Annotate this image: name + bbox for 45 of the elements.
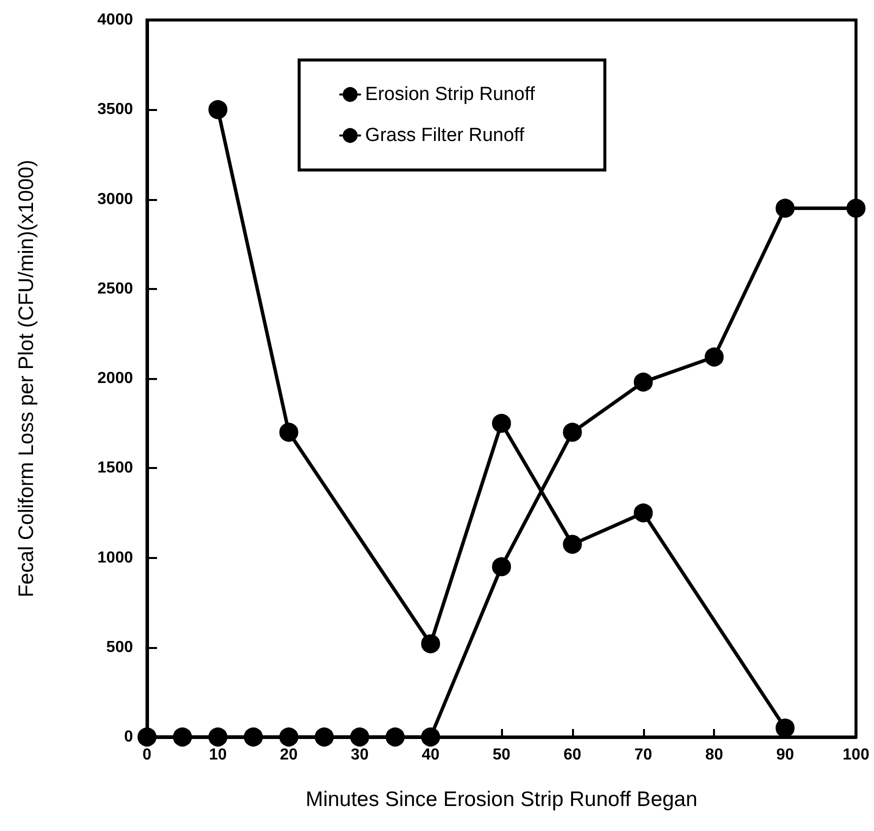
x-tick-label: 40 bbox=[422, 746, 440, 764]
y-tick-label: 3000 bbox=[97, 190, 134, 208]
x-tick-label: 20 bbox=[280, 746, 298, 764]
x-axis-title: Minutes Since Erosion Strip Runoff Began bbox=[306, 788, 698, 811]
y-tick-label: 1500 bbox=[97, 460, 134, 477]
y-tick-label: 4000 bbox=[97, 12, 134, 28]
point bbox=[208, 100, 228, 120]
x-tick-label: 100 bbox=[842, 746, 870, 764]
y-tick-label: 1000 bbox=[97, 549, 134, 566]
point bbox=[634, 372, 653, 392]
point bbox=[492, 557, 511, 576]
point bbox=[421, 634, 440, 654]
point bbox=[172, 728, 192, 746]
x-tick-label: 80 bbox=[705, 746, 724, 764]
point bbox=[704, 347, 724, 366]
point bbox=[562, 534, 582, 554]
point bbox=[350, 728, 370, 746]
point bbox=[634, 503, 653, 522]
legend-label: Erosion Strip Runoff bbox=[365, 84, 536, 105]
x-tick-label: 50 bbox=[492, 746, 510, 764]
point bbox=[314, 728, 334, 746]
x-tick-label: 60 bbox=[564, 746, 582, 764]
point bbox=[138, 728, 156, 746]
point bbox=[279, 422, 298, 442]
x-tick-label: 0 bbox=[142, 746, 152, 764]
point bbox=[492, 414, 511, 433]
y-tick-label: 0 bbox=[124, 728, 134, 746]
legend-label: Grass Filter Runoff bbox=[365, 125, 525, 146]
y-tick-label: 3500 bbox=[97, 101, 134, 118]
y-axis-title: Fecal Coliform Loss per Plot (CFU/min)(x1000) bbox=[15, 160, 38, 598]
point bbox=[562, 422, 582, 442]
x-tick-label: 70 bbox=[634, 746, 652, 764]
point bbox=[846, 198, 866, 218]
y-tick-label: 2000 bbox=[97, 370, 134, 387]
point bbox=[386, 728, 405, 746]
y-tick-label: 2500 bbox=[97, 280, 134, 298]
x-tick-label: 10 bbox=[209, 746, 227, 764]
point bbox=[776, 198, 795, 218]
point bbox=[208, 728, 228, 746]
x-tick-label: 90 bbox=[776, 746, 794, 764]
point bbox=[421, 728, 440, 746]
x-tick-label: 30 bbox=[350, 746, 369, 764]
y-tick-label: 500 bbox=[106, 638, 134, 656]
point bbox=[244, 728, 263, 746]
point bbox=[279, 728, 298, 746]
